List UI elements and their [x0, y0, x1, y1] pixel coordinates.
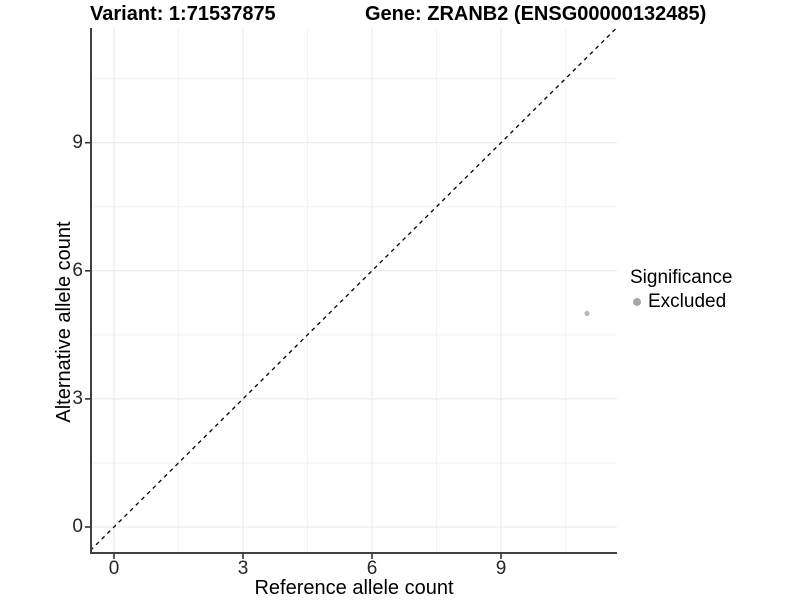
- x-tick-label: 9: [495, 558, 507, 579]
- legend-item: Excluded: [630, 290, 732, 314]
- x-tick-label: 3: [237, 558, 249, 579]
- x-tick-label: 0: [108, 558, 120, 579]
- legend-title: Significance: [630, 267, 733, 288]
- y-tick-label: 9: [72, 131, 83, 153]
- x-axis-label: Reference allele count: [254, 577, 454, 599]
- legend-items: Excluded: [630, 290, 732, 314]
- y-tick-label: 3: [72, 387, 83, 409]
- y-axis-label: Alternative allele count: [53, 221, 75, 423]
- legend-item-label: Excluded: [648, 291, 727, 312]
- x-tick-label: 6: [366, 558, 378, 579]
- legend-point-icon: [633, 298, 641, 306]
- chart-title-variant: Variant: 1:71537875: [90, 3, 276, 25]
- identity-reference-line: [89, 27, 618, 551]
- data-point: [584, 310, 590, 317]
- chart-title-gene: Gene: ZRANB2 (ENSG00000132485): [365, 3, 707, 25]
- y-tick-label: 0: [72, 516, 83, 537]
- y-tick-label: 6: [72, 259, 83, 281]
- legend: Significance Excluded: [630, 266, 732, 314]
